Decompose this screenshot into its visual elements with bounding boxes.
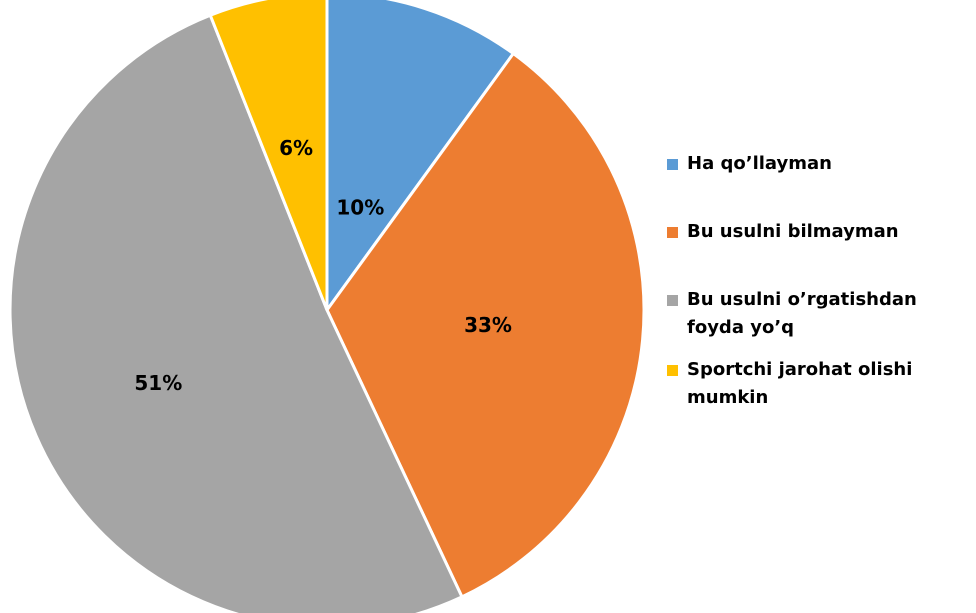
legend-item-bu-usulni-bilmayman: Bu usulni bilmayman [667, 218, 972, 246]
legend-label: Bu usulni o’rgatishdan foyda yo’q [687, 289, 917, 338]
pie-slice-ha-qollayman [325, 0, 515, 312]
pie-slice-sportchi-jarohat [208, 0, 329, 312]
data-label-ha-qollayman: 10% [336, 196, 384, 220]
legend-swatch-blue [667, 159, 678, 170]
legend-label: Sportchi jarohat olishi mumkin [687, 359, 913, 408]
legend-swatch-gray [667, 295, 678, 306]
legend-label: Bu usulni bilmayman [687, 221, 899, 242]
legend-item-bu-usulni-orgatishdan: Bu usulni o’rgatishdan foyda yo’q [667, 286, 972, 342]
data-label-sportchi-jarohat: 6% [279, 136, 313, 160]
legend-swatch-orange [667, 227, 678, 238]
legend-label: Ha qo’llayman [687, 153, 832, 174]
legend-swatch-yellow [667, 365, 678, 376]
data-label-bu-usulni-bilmayman: 33% [464, 313, 512, 337]
pie-slice-bu-usulni-bilmayman [325, 52, 646, 599]
chart-legend: Ha qo’llayman Bu usulni bilmayman Bu usu… [667, 150, 972, 412]
data-label-bu-usulni-orgatishdan: 51% [134, 371, 182, 395]
legend-item-sportchi-jarohat: Sportchi jarohat olishi mumkin [667, 356, 972, 412]
pie-slice-bu-usulni-orgatishdan [8, 13, 464, 613]
legend-item-ha-qollayman: Ha qo’llayman [667, 150, 972, 178]
